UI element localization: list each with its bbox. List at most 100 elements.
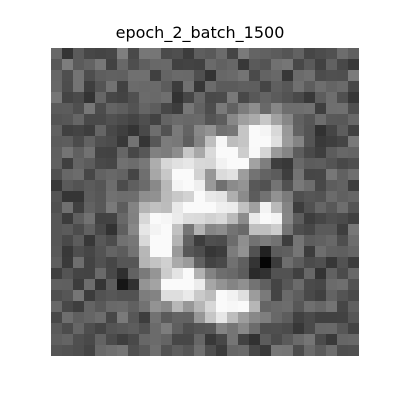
pixel <box>227 191 238 202</box>
pixel <box>172 235 183 246</box>
pixel <box>282 125 293 136</box>
pixel <box>95 114 106 125</box>
pixel <box>172 290 183 301</box>
pixel <box>249 158 260 169</box>
pixel <box>95 301 106 312</box>
pixel <box>238 136 249 147</box>
pixel <box>304 59 315 70</box>
pixel <box>139 169 150 180</box>
pixel <box>304 136 315 147</box>
pixel <box>117 246 128 257</box>
pixel <box>194 103 205 114</box>
pixel <box>139 70 150 81</box>
pixel <box>348 213 359 224</box>
pixel <box>161 290 172 301</box>
pixel <box>260 48 271 59</box>
pixel <box>227 136 238 147</box>
pixel <box>315 290 326 301</box>
pixel <box>337 279 348 290</box>
pixel <box>150 92 161 103</box>
pixel <box>128 268 139 279</box>
pixel <box>337 224 348 235</box>
pixel <box>282 235 293 246</box>
pixel <box>73 213 84 224</box>
pixel <box>73 180 84 191</box>
pixel <box>84 301 95 312</box>
pixel <box>172 180 183 191</box>
pixel <box>216 180 227 191</box>
pixel <box>315 202 326 213</box>
pixel <box>326 147 337 158</box>
pixel <box>282 81 293 92</box>
pixel <box>326 92 337 103</box>
pixel <box>106 59 117 70</box>
pixel <box>73 114 84 125</box>
pixel <box>293 323 304 334</box>
pixel <box>238 257 249 268</box>
pixel <box>337 290 348 301</box>
pixel <box>95 202 106 213</box>
pixel <box>139 180 150 191</box>
pixel <box>326 59 337 70</box>
pixel <box>216 301 227 312</box>
pixel <box>216 345 227 356</box>
pixel <box>183 257 194 268</box>
pixel <box>282 312 293 323</box>
pixel <box>348 103 359 114</box>
pixel <box>117 312 128 323</box>
pixel <box>117 103 128 114</box>
pixel <box>73 290 84 301</box>
pixel <box>326 312 337 323</box>
pixel <box>282 290 293 301</box>
pixel <box>238 312 249 323</box>
pixel <box>117 70 128 81</box>
pixel <box>117 125 128 136</box>
pixel <box>260 202 271 213</box>
pixel <box>51 290 62 301</box>
pixel <box>326 202 337 213</box>
pixel <box>62 345 73 356</box>
pixel <box>51 213 62 224</box>
pixel <box>337 246 348 257</box>
pixel <box>106 169 117 180</box>
pixel <box>183 290 194 301</box>
pixel <box>326 246 337 257</box>
pixel <box>205 323 216 334</box>
pixel <box>150 202 161 213</box>
pixel <box>216 279 227 290</box>
pixel <box>238 180 249 191</box>
pixel <box>150 279 161 290</box>
pixel <box>150 48 161 59</box>
pixel <box>238 169 249 180</box>
pixel <box>227 224 238 235</box>
pixel <box>227 279 238 290</box>
pixel <box>348 224 359 235</box>
pixel <box>95 290 106 301</box>
pixel <box>150 180 161 191</box>
pixel <box>205 312 216 323</box>
pixel <box>326 213 337 224</box>
pixel <box>73 334 84 345</box>
pixel <box>51 147 62 158</box>
pixel <box>227 268 238 279</box>
pixel <box>271 125 282 136</box>
pixel <box>260 323 271 334</box>
pixel <box>161 323 172 334</box>
pixel <box>95 158 106 169</box>
pixel <box>249 202 260 213</box>
pixel <box>106 114 117 125</box>
pixel <box>139 59 150 70</box>
pixel <box>238 103 249 114</box>
pixel <box>117 268 128 279</box>
pixel <box>238 246 249 257</box>
pixel <box>227 345 238 356</box>
pixel <box>304 345 315 356</box>
pixel <box>216 136 227 147</box>
pixel <box>205 224 216 235</box>
pixel <box>183 268 194 279</box>
pixel <box>249 290 260 301</box>
pixel <box>271 202 282 213</box>
pixel <box>249 92 260 103</box>
pixel <box>84 59 95 70</box>
pixel <box>216 202 227 213</box>
